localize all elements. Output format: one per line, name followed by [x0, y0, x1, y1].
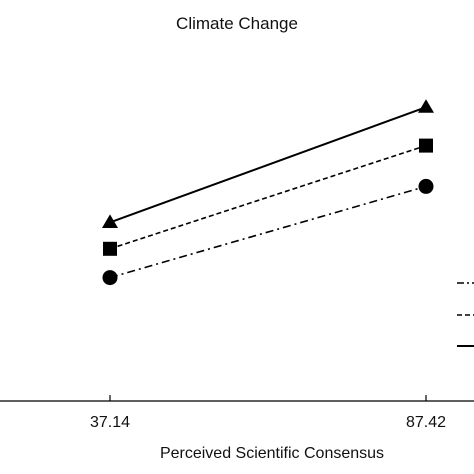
data-point-triangle	[102, 214, 118, 228]
data-point-square	[103, 241, 117, 256]
legend	[457, 282, 474, 347]
series-line-square	[109, 144, 427, 250]
x-axis-label: Perceived Scientific Consensus	[160, 445, 384, 462]
data-point-circle	[102, 270, 118, 286]
x-tick-label: 37.14	[90, 414, 130, 431]
x-tick-label: 87.42	[406, 414, 446, 431]
data-point-triangle	[418, 99, 434, 113]
data-point-circle	[418, 178, 434, 194]
series-line-triangle	[109, 106, 427, 224]
plot-area	[102, 99, 434, 286]
data-point-square	[419, 138, 433, 153]
series-line-circle	[109, 185, 427, 279]
chart-title: Climate Change	[176, 14, 298, 33]
